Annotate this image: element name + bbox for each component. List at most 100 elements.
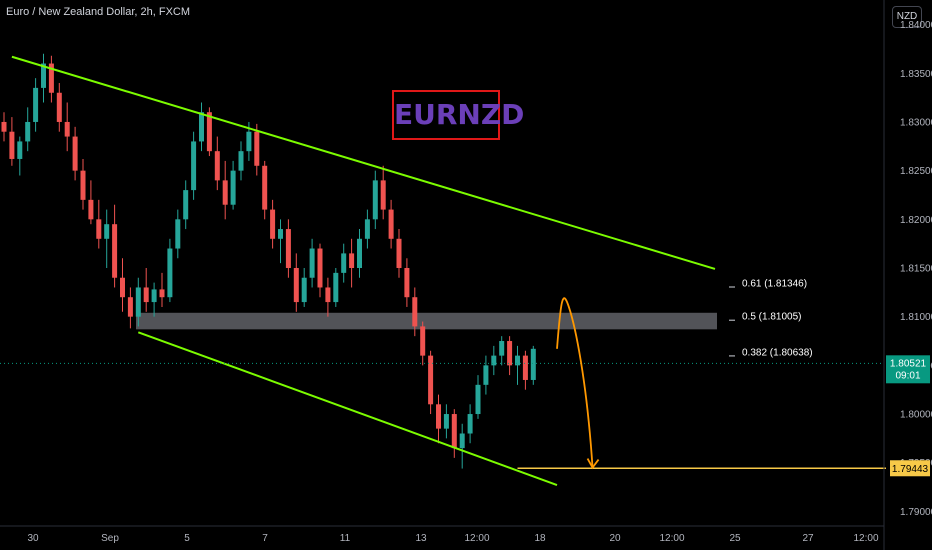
candle — [33, 78, 39, 132]
y-tick-label: 1.82500 — [900, 166, 932, 177]
candle — [230, 160, 236, 210]
candle — [175, 209, 181, 259]
candle — [428, 350, 434, 415]
candle — [238, 141, 244, 181]
candle — [499, 336, 505, 366]
current-price-value: 1.80521 — [890, 358, 927, 369]
candle — [120, 258, 125, 312]
candle — [151, 282, 157, 317]
candle — [159, 272, 165, 307]
candle — [80, 158, 86, 210]
candle — [459, 423, 465, 469]
labels: 1.84000 1.83500 1.83000 1.82500 1.82000 1.815… — [27, 20, 932, 544]
candle — [214, 136, 220, 191]
y-tick-label: 1.82000 — [900, 215, 932, 226]
x-tick-label: 30 — [27, 533, 39, 544]
candle — [404, 258, 410, 307]
candle — [25, 107, 31, 152]
channel-upper-line — [11, 55, 716, 270]
candle — [72, 126, 78, 181]
candle — [357, 229, 362, 278]
candle — [143, 268, 149, 312]
projection-path — [556, 297, 594, 468]
candle — [17, 136, 23, 176]
x-tick-label: 5 — [184, 533, 190, 544]
candle — [285, 219, 291, 278]
support-zone — [136, 312, 717, 330]
candle — [475, 375, 481, 419]
symbol-title: Euro / New Zealand Dollar, 2h, FXCM — [6, 6, 191, 18]
axes — [0, 0, 885, 550]
channel-lower-line — [137, 331, 558, 487]
candles — [1, 53, 536, 469]
target-price-value: 1.79443 — [892, 464, 929, 475]
candle — [301, 268, 307, 307]
fib-level-label: 0.382 (1.80638) — [742, 347, 813, 358]
candle — [309, 238, 315, 288]
x-tick-label: 27 — [802, 533, 814, 544]
candle — [420, 321, 426, 366]
drawings — [0, 55, 886, 487]
target-price-badge — [890, 460, 930, 477]
candle — [262, 160, 268, 220]
candle — [388, 199, 394, 249]
candle — [64, 102, 70, 152]
bar-countdown: 09:01 — [895, 370, 920, 381]
candle — [293, 253, 299, 312]
candle — [96, 199, 102, 249]
candle — [349, 238, 355, 288]
x-tick-label: 11 — [340, 533, 351, 544]
candle — [372, 170, 378, 230]
candle — [522, 350, 528, 390]
y-tick-label: 1.79000 — [900, 507, 932, 518]
candle — [380, 165, 386, 220]
candle — [183, 180, 189, 230]
x-tick-label: Sep — [101, 533, 119, 544]
y-tick-label: 1.83500 — [900, 69, 932, 80]
x-tick-label: 13 — [415, 533, 427, 544]
candle — [491, 345, 497, 376]
candle — [48, 55, 54, 103]
candle — [167, 238, 173, 303]
candle — [191, 131, 197, 200]
x-tick-label: 12:00 — [659, 533, 684, 544]
y-tick-label: 1.81500 — [900, 264, 932, 275]
support-zone-layer — [136, 312, 717, 330]
candle — [412, 287, 418, 337]
candle — [341, 243, 347, 283]
x-tick-label: 7 — [262, 533, 268, 544]
fib-level-label: 0.5 (1.81005) — [742, 312, 802, 323]
x-tick-label: 20 — [609, 533, 621, 544]
candle — [483, 355, 489, 395]
x-tick-label: 18 — [534, 533, 546, 544]
candle — [41, 53, 46, 103]
x-tick-label: 25 — [729, 533, 741, 544]
candle — [515, 345, 520, 385]
candle — [222, 160, 228, 220]
candle — [199, 102, 204, 152]
candle — [88, 180, 94, 225]
candle — [436, 394, 441, 444]
y-tick-label: 1.80000 — [900, 410, 932, 421]
projection-arrowhead — [586, 458, 600, 470]
candle — [333, 268, 339, 307]
x-tick-label: 12:00 — [464, 533, 489, 544]
candle — [206, 107, 212, 157]
candle — [507, 336, 513, 376]
candle — [443, 404, 449, 439]
candle — [112, 204, 118, 288]
candle — [396, 229, 402, 278]
candle — [104, 209, 110, 268]
candle — [325, 277, 331, 317]
candle — [1, 112, 7, 142]
candle — [9, 117, 15, 166]
candle — [364, 209, 370, 249]
candle — [127, 287, 133, 329]
candle — [254, 123, 260, 176]
y-tick-label: 1.83000 — [900, 117, 932, 128]
current-price-badge — [886, 355, 930, 384]
candle — [56, 83, 62, 132]
currency-button[interactable]: NZD — [892, 6, 922, 28]
y-tick-label: 1.81000 — [900, 312, 932, 323]
